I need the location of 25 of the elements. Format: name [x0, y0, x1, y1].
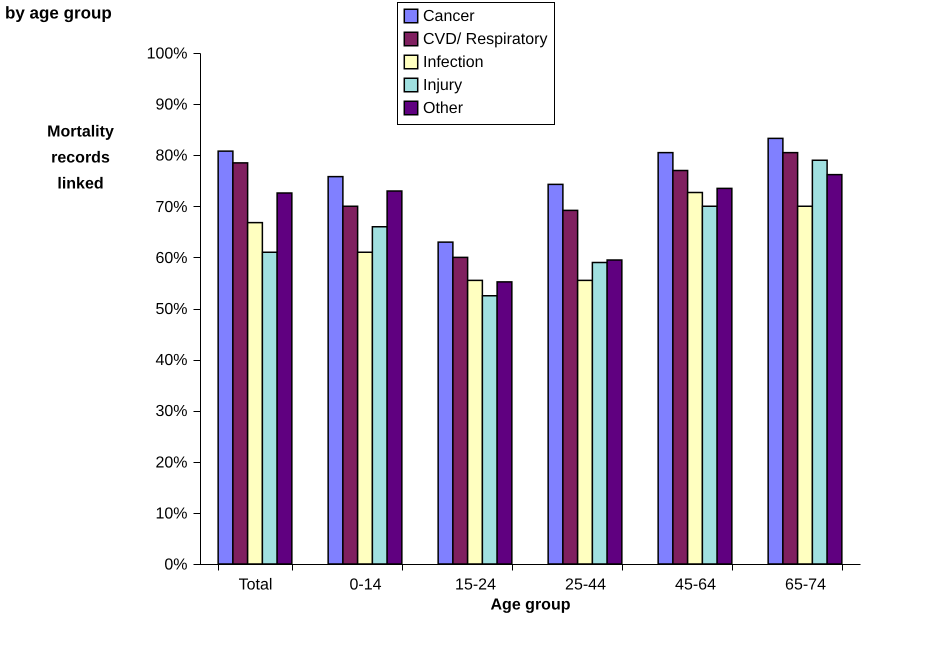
y-tick-label: 70% — [155, 198, 188, 216]
y-tick-label: 40% — [155, 352, 188, 370]
legend-label: Injury — [423, 77, 462, 94]
legend-label: Other — [423, 100, 464, 117]
y-tick-label: 60% — [155, 250, 188, 267]
x-tick-label: 65-74 — [785, 576, 826, 594]
x-tick-label: 45-64 — [675, 576, 716, 594]
text: by age group — [5, 4, 112, 22]
legend-label: Cancer — [423, 8, 476, 25]
y-tick-label: 20% — [155, 454, 188, 472]
y-tick-label: 90% — [155, 96, 188, 114]
y-tick-label: 30% — [155, 403, 188, 420]
x-tick-label: Total — [238, 576, 272, 594]
y-axis-title: Mortality records linked — [47, 124, 114, 192]
x-tick-label: 15-24 — [455, 576, 496, 594]
y-tick-label: 100% — [146, 46, 188, 62]
y-tick-label: 80% — [155, 148, 188, 165]
x-tick-label: 0-14 — [349, 576, 382, 594]
legend-label: CVD/ Respiratory — [423, 31, 548, 48]
x-axis-title: Age group — [490, 596, 571, 614]
y-tick-label: 50% — [155, 301, 188, 318]
y-tick-label: 0% — [164, 556, 188, 574]
legend-label: Infection — [423, 54, 484, 71]
x-tick-label: 25-44 — [565, 576, 606, 594]
y-tick-label: 10% — [155, 505, 188, 522]
